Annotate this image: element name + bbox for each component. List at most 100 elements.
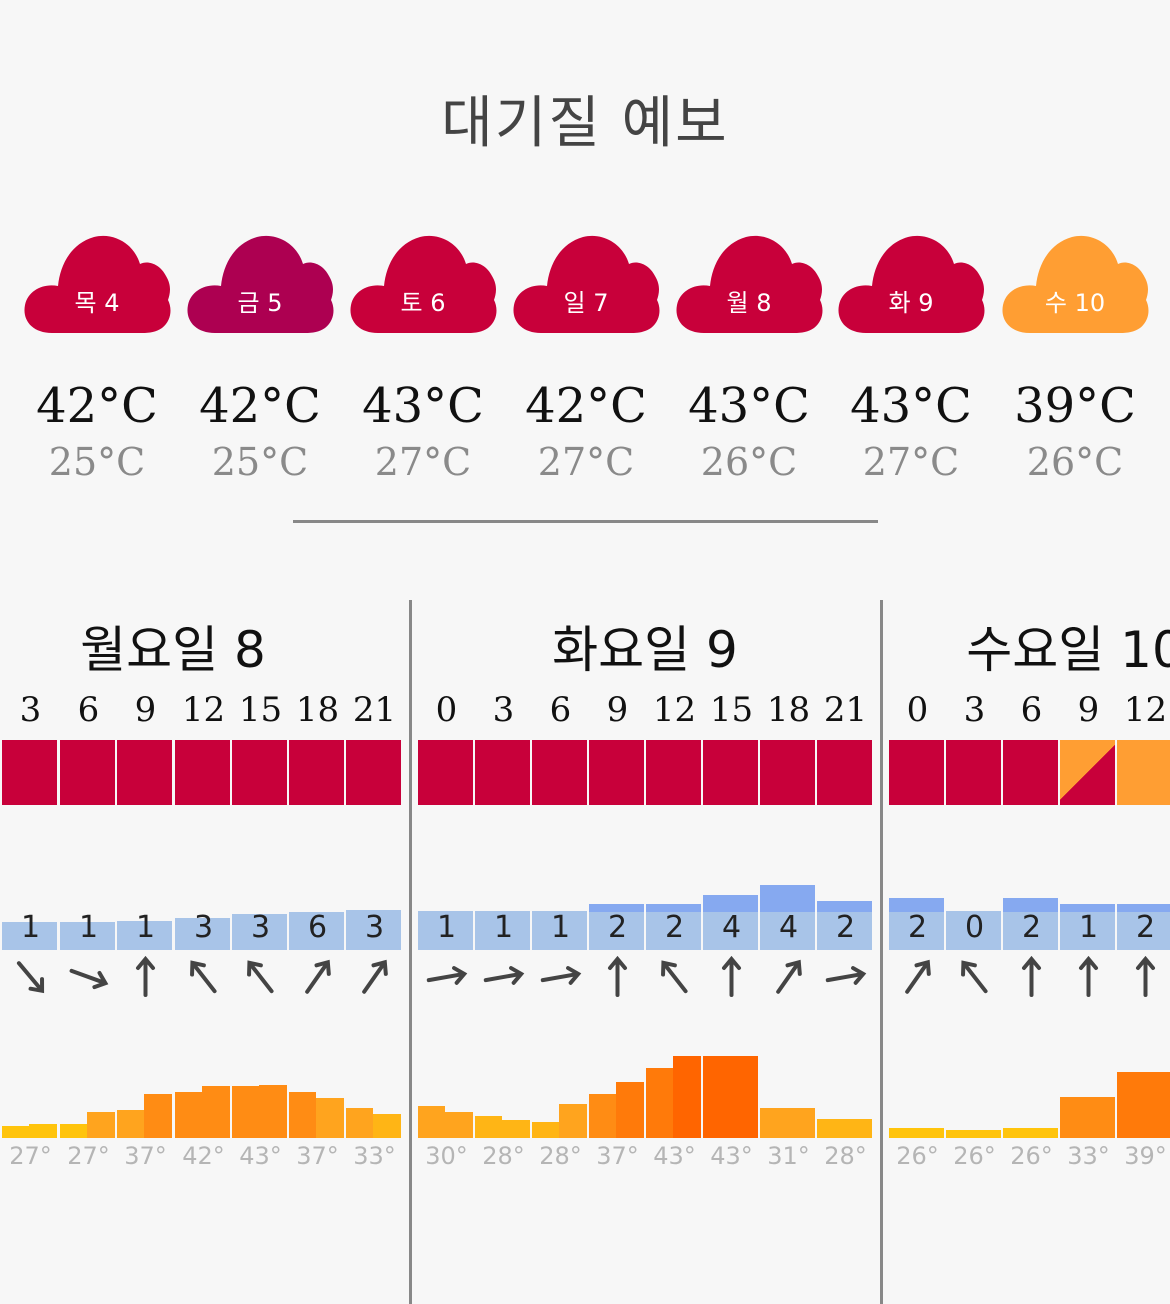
- day-heading: 수요일 10: [966, 621, 1170, 679]
- hour-label: 3: [963, 690, 986, 730]
- forecast-day[interactable]: 목 4 42°C 25°C: [22, 228, 172, 498]
- hour-label: 12: [181, 690, 226, 730]
- air-quality-cell[interactable]: [1003, 740, 1058, 805]
- hour-label: 15: [238, 690, 283, 730]
- section-divider: [293, 520, 878, 523]
- wind-speed: 1: [493, 910, 514, 945]
- hour-label: 18: [766, 690, 811, 730]
- wind-bar: [117, 921, 172, 950]
- temperature-bar: [60, 1124, 87, 1138]
- day-label: 화 9: [888, 289, 934, 317]
- hour-label: 6: [77, 690, 100, 730]
- hour-temperature: 37°: [596, 1142, 639, 1170]
- air-quality-cell[interactable]: [646, 740, 701, 805]
- air-quality-cloud-icon: 금 5: [185, 228, 335, 338]
- temperature-bar: [144, 1094, 172, 1138]
- air-quality-cell[interactable]: [1060, 740, 1115, 805]
- hour-temperature: 27°: [67, 1142, 110, 1170]
- wind-speed: 1: [78, 910, 99, 945]
- max-temp: 43°C: [362, 378, 484, 434]
- day-label: 수 10: [1044, 289, 1106, 317]
- arrow-right-icon: [418, 955, 475, 999]
- air-quality-cell[interactable]: [889, 740, 944, 805]
- air-quality-cloud-icon: 목 4: [22, 228, 172, 338]
- temperature-bar: [916, 1128, 944, 1138]
- air-quality-cell[interactable]: [175, 740, 230, 805]
- wind-speed: 1: [436, 910, 457, 945]
- forecast-day[interactable]: 수 10 39°C 26°C: [1000, 228, 1150, 498]
- air-quality-cell[interactable]: [232, 740, 287, 805]
- hour-temperature: 31°: [767, 1142, 810, 1170]
- air-quality-cell[interactable]: [703, 740, 758, 805]
- air-quality-cell[interactable]: [2, 740, 57, 805]
- hour-label: 0: [906, 690, 929, 730]
- hour-temperature: 28°: [482, 1142, 525, 1170]
- hour-temperature: 39°: [1124, 1142, 1167, 1170]
- air-quality-cloud-icon: 화 9: [836, 228, 986, 338]
- air-quality-cell[interactable]: [117, 740, 172, 805]
- max-temp: 39°C: [1014, 378, 1136, 434]
- temperature-bar: [475, 1116, 502, 1138]
- temperature-bar: [646, 1068, 673, 1138]
- air-quality-cell[interactable]: [817, 740, 872, 805]
- hour-temperature: 33°: [1067, 1142, 1110, 1170]
- forecast-day[interactable]: 화 9 43°C 27°C: [836, 228, 986, 498]
- arrow-up-icon: [1060, 955, 1117, 999]
- forecast-day[interactable]: 일 7 42°C 27°C: [511, 228, 661, 498]
- arrow-right-down-icon: [60, 955, 117, 999]
- temperature-bar: [946, 1130, 973, 1138]
- forecast-day[interactable]: 금 5 42°C 25°C: [185, 228, 335, 498]
- max-temp: 42°C: [199, 378, 321, 434]
- page-title: 대기질 예보: [441, 91, 729, 156]
- air-quality-cell[interactable]: [532, 740, 587, 805]
- day-heading: 화요일 9: [552, 621, 738, 679]
- air-quality-cell[interactable]: [760, 740, 815, 805]
- temperature-bar: [502, 1120, 530, 1138]
- wind-speed: 3: [193, 910, 214, 945]
- arrow-up-right-icon: [889, 955, 946, 999]
- hour-label: 9: [134, 690, 157, 730]
- air-quality-cell[interactable]: [946, 740, 1001, 805]
- temperature-bar: [175, 1092, 202, 1138]
- hour-label: 21: [823, 690, 868, 730]
- wind-speed: 2: [664, 910, 685, 945]
- hour-label: 9: [1077, 690, 1100, 730]
- arrow-up-right-icon: [760, 955, 817, 999]
- min-temp: 25°C: [211, 440, 309, 484]
- min-temp: 26°C: [1026, 440, 1124, 484]
- temperature-bar: [1087, 1097, 1115, 1138]
- temperature-bar: [730, 1056, 758, 1138]
- hour-temperature: 30°: [425, 1142, 468, 1170]
- air-quality-cell[interactable]: [418, 740, 473, 805]
- wind-bar: [703, 895, 758, 950]
- wind-bar: [60, 922, 115, 950]
- air-quality-cell[interactable]: [60, 740, 115, 805]
- temperature-bar: [703, 1056, 730, 1138]
- wind-bar: [1117, 904, 1170, 950]
- wind-bar: [946, 911, 1001, 950]
- wind-speed: 2: [835, 910, 856, 945]
- air-quality-cell[interactable]: [475, 740, 530, 805]
- forecast-day[interactable]: 월 8 43°C 26°C: [674, 228, 824, 498]
- hour-label: 21: [352, 690, 397, 730]
- air-quality-cell[interactable]: [589, 740, 644, 805]
- temperature-bar: [445, 1112, 473, 1138]
- hour-label: 0: [435, 690, 458, 730]
- hour-temperature: 26°: [896, 1142, 939, 1170]
- air-quality-cell[interactable]: [1117, 740, 1170, 805]
- wind-bar: [1060, 904, 1115, 950]
- hour-temperature: 43°: [653, 1142, 696, 1170]
- wind-speed: 2: [1021, 910, 1042, 945]
- day-heading: 월요일 8: [80, 621, 266, 679]
- arrow-up-left-icon: [175, 955, 232, 999]
- day-label: 토 6: [400, 289, 446, 317]
- forecast-day[interactable]: 토 6 43°C 27°C: [348, 228, 498, 498]
- wind-bar: [232, 914, 287, 950]
- max-temp: 43°C: [850, 378, 972, 434]
- air-quality-cell[interactable]: [346, 740, 401, 805]
- air-quality-cloud-icon: 월 8: [674, 228, 824, 338]
- wind-bar: [418, 911, 473, 950]
- min-temp: 25°C: [48, 440, 146, 484]
- air-quality-cloud-icon: 일 7: [511, 228, 661, 338]
- air-quality-cell[interactable]: [289, 740, 344, 805]
